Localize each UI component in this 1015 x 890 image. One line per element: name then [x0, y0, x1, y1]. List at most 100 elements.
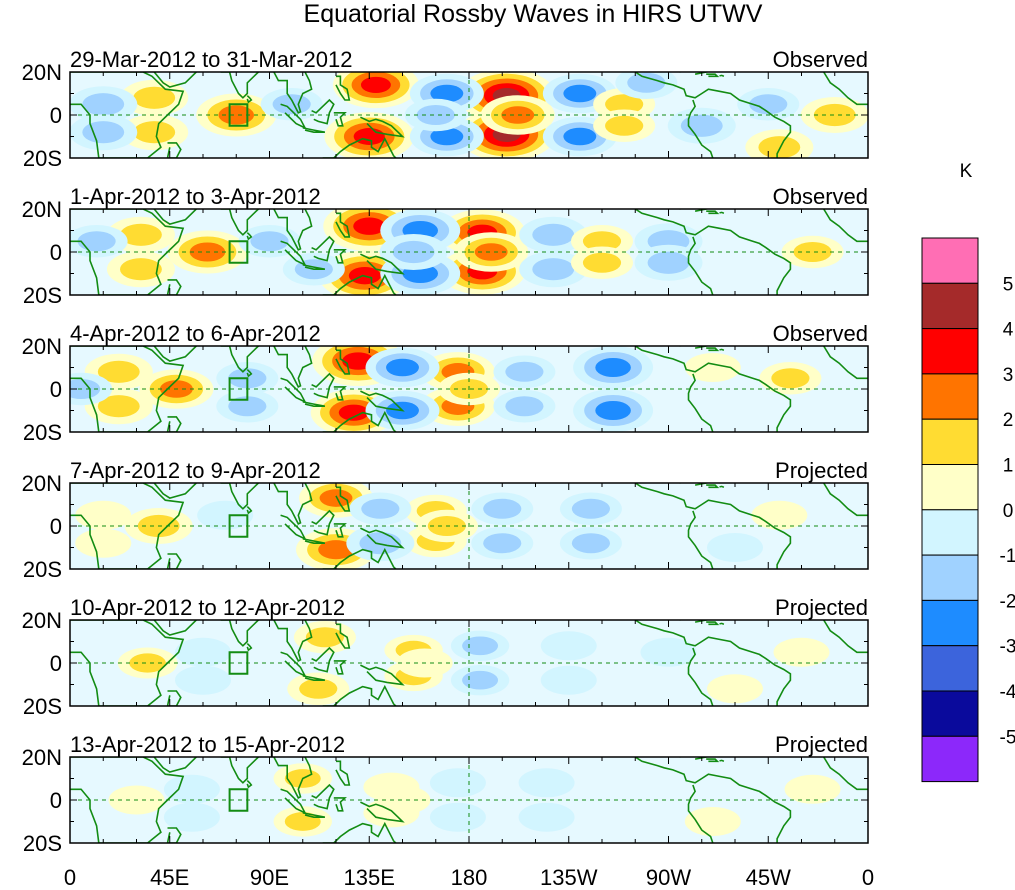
anomaly-blob	[163, 774, 220, 804]
lat-label: 20N	[22, 197, 62, 222]
panel-date-range: 29-Mar-2012 to 31-Mar-2012	[70, 47, 352, 72]
anomaly-blob	[450, 630, 510, 661]
anomaly-blob	[287, 672, 350, 706]
anomaly-blob	[519, 251, 588, 288]
colorbar-label: 4	[1003, 320, 1014, 341]
anomaly-blob	[684, 807, 741, 836]
lat-label: 20S	[23, 694, 62, 719]
colorbar-label: -2	[1000, 591, 1015, 612]
anomaly-blob	[634, 244, 703, 281]
colorbar-label: -1	[1000, 546, 1015, 567]
lat-label: 20S	[23, 420, 62, 445]
anomaly-blob	[70, 372, 113, 406]
colorbar-swatch	[921, 328, 979, 375]
anomaly-blob	[429, 802, 486, 832]
anomaly-blob	[70, 86, 138, 123]
colorbar-swatch	[921, 464, 979, 511]
colorbar-label: 2	[1003, 410, 1014, 431]
colorbar-label: 5	[1003, 274, 1014, 295]
anomaly-blob	[70, 225, 128, 258]
lat-label: 0	[50, 240, 62, 265]
reference-box	[228, 240, 249, 264]
figure-title: Equatorial Rossby Waves in HIRS UTWV	[304, 0, 763, 28]
anomaly-blob	[493, 389, 556, 423]
anomaly-blob	[260, 88, 323, 121]
anomaly-blob	[707, 533, 763, 562]
anomaly-blob	[106, 251, 175, 288]
anomaly-blob	[559, 526, 622, 560]
lon-label: 45W	[746, 865, 791, 890]
colorbar-label: -5	[1000, 727, 1015, 748]
colorbar-unit: K	[960, 161, 973, 182]
reference-box	[228, 651, 249, 675]
panel-date-range: 1-Apr-2012 to 3-Apr-2012	[70, 184, 321, 209]
panel-status: Observed	[773, 47, 868, 72]
anomaly-blob	[480, 95, 555, 135]
colorbar-swatch	[921, 418, 979, 466]
anomaly-blob	[540, 665, 597, 695]
lat-label: 0	[50, 788, 62, 813]
lon-label: 0	[862, 865, 874, 890]
colorbar-swatch	[921, 735, 979, 783]
lat-label: 20S	[23, 831, 62, 856]
lat-label: 20N	[22, 608, 62, 633]
panel-date-range: 10-Apr-2012 to 12-Apr-2012	[70, 595, 345, 620]
anomaly-blob	[273, 806, 332, 837]
anomaly-blob	[216, 389, 279, 423]
anomaly-blob	[332, 72, 419, 109]
colorbar-swatch	[921, 599, 979, 647]
coastlines	[70, 620, 868, 706]
anomaly-blob	[745, 129, 814, 158]
anomaly-blob	[571, 246, 633, 279]
anomaly-blob	[542, 73, 617, 114]
reference-box	[228, 377, 249, 401]
anomaly-blob	[196, 93, 277, 137]
anomaly-field	[70, 757, 868, 843]
anomaly-blob	[573, 346, 654, 389]
anomaly-blob	[573, 389, 654, 432]
anomaly-blob	[238, 225, 301, 258]
lat-label: 0	[50, 103, 62, 128]
anomaly-blob	[349, 492, 412, 526]
panel-status: Observed	[773, 321, 868, 346]
panel-date-range: 7-Apr-2012 to 9-Apr-2012	[70, 458, 321, 483]
lat-label: 20N	[22, 334, 62, 359]
lon-label: 180	[451, 865, 488, 890]
colorbar-swatch	[921, 690, 979, 737]
anomaly-blob	[800, 97, 868, 133]
colorbar-swatch	[921, 645, 979, 692]
map-panel-6: 20N 0 20S 13-Apr-2012 to 15-Apr-2012 Project…	[22, 732, 869, 856]
anomaly-field	[70, 72, 868, 158]
lat-label: 0	[50, 377, 62, 402]
longitude-axis: 0 45E 90E 135E 180 135W 90W 45W 0	[64, 865, 874, 890]
lon-label: 45E	[150, 865, 189, 890]
reference-box	[228, 103, 249, 127]
anomaly-blob	[379, 234, 448, 270]
anomaly-blob	[471, 492, 534, 526]
colorbar-swatch	[921, 282, 979, 330]
anomaly-blob	[374, 785, 431, 815]
lat-label: 20N	[22, 60, 62, 85]
colorbar-label: -4	[1000, 682, 1015, 703]
panel-date-range: 4-Apr-2012 to 6-Apr-2012	[70, 321, 321, 346]
anomaly-blob	[519, 216, 588, 253]
anomaly-blob	[346, 525, 415, 562]
anomaly-blob	[197, 500, 254, 530]
anomaly-blob	[471, 526, 534, 560]
anomaly-blob	[684, 353, 741, 382]
reference-box	[228, 788, 249, 812]
lat-label: 20N	[22, 471, 62, 496]
anomaly-blob	[518, 802, 575, 832]
lat-label: 0	[50, 514, 62, 539]
anomaly-blob	[593, 109, 656, 142]
anomaly-blob	[540, 631, 597, 661]
colorbar-swatch	[921, 237, 979, 284]
lon-label: 135E	[344, 865, 395, 890]
anomaly-blob	[615, 72, 678, 99]
map-panel-4: 20N 0 20S 7-Apr-2012 to 9-Apr-2012 Projected	[22, 458, 869, 582]
lat-label: 20S	[23, 283, 62, 308]
panels: 20N 0 20S 29-Mar-2012 to 31-Mar-2012 Observe…	[22, 47, 869, 856]
colorbar-label: 1	[1003, 456, 1014, 477]
anomaly-blob	[493, 355, 556, 389]
